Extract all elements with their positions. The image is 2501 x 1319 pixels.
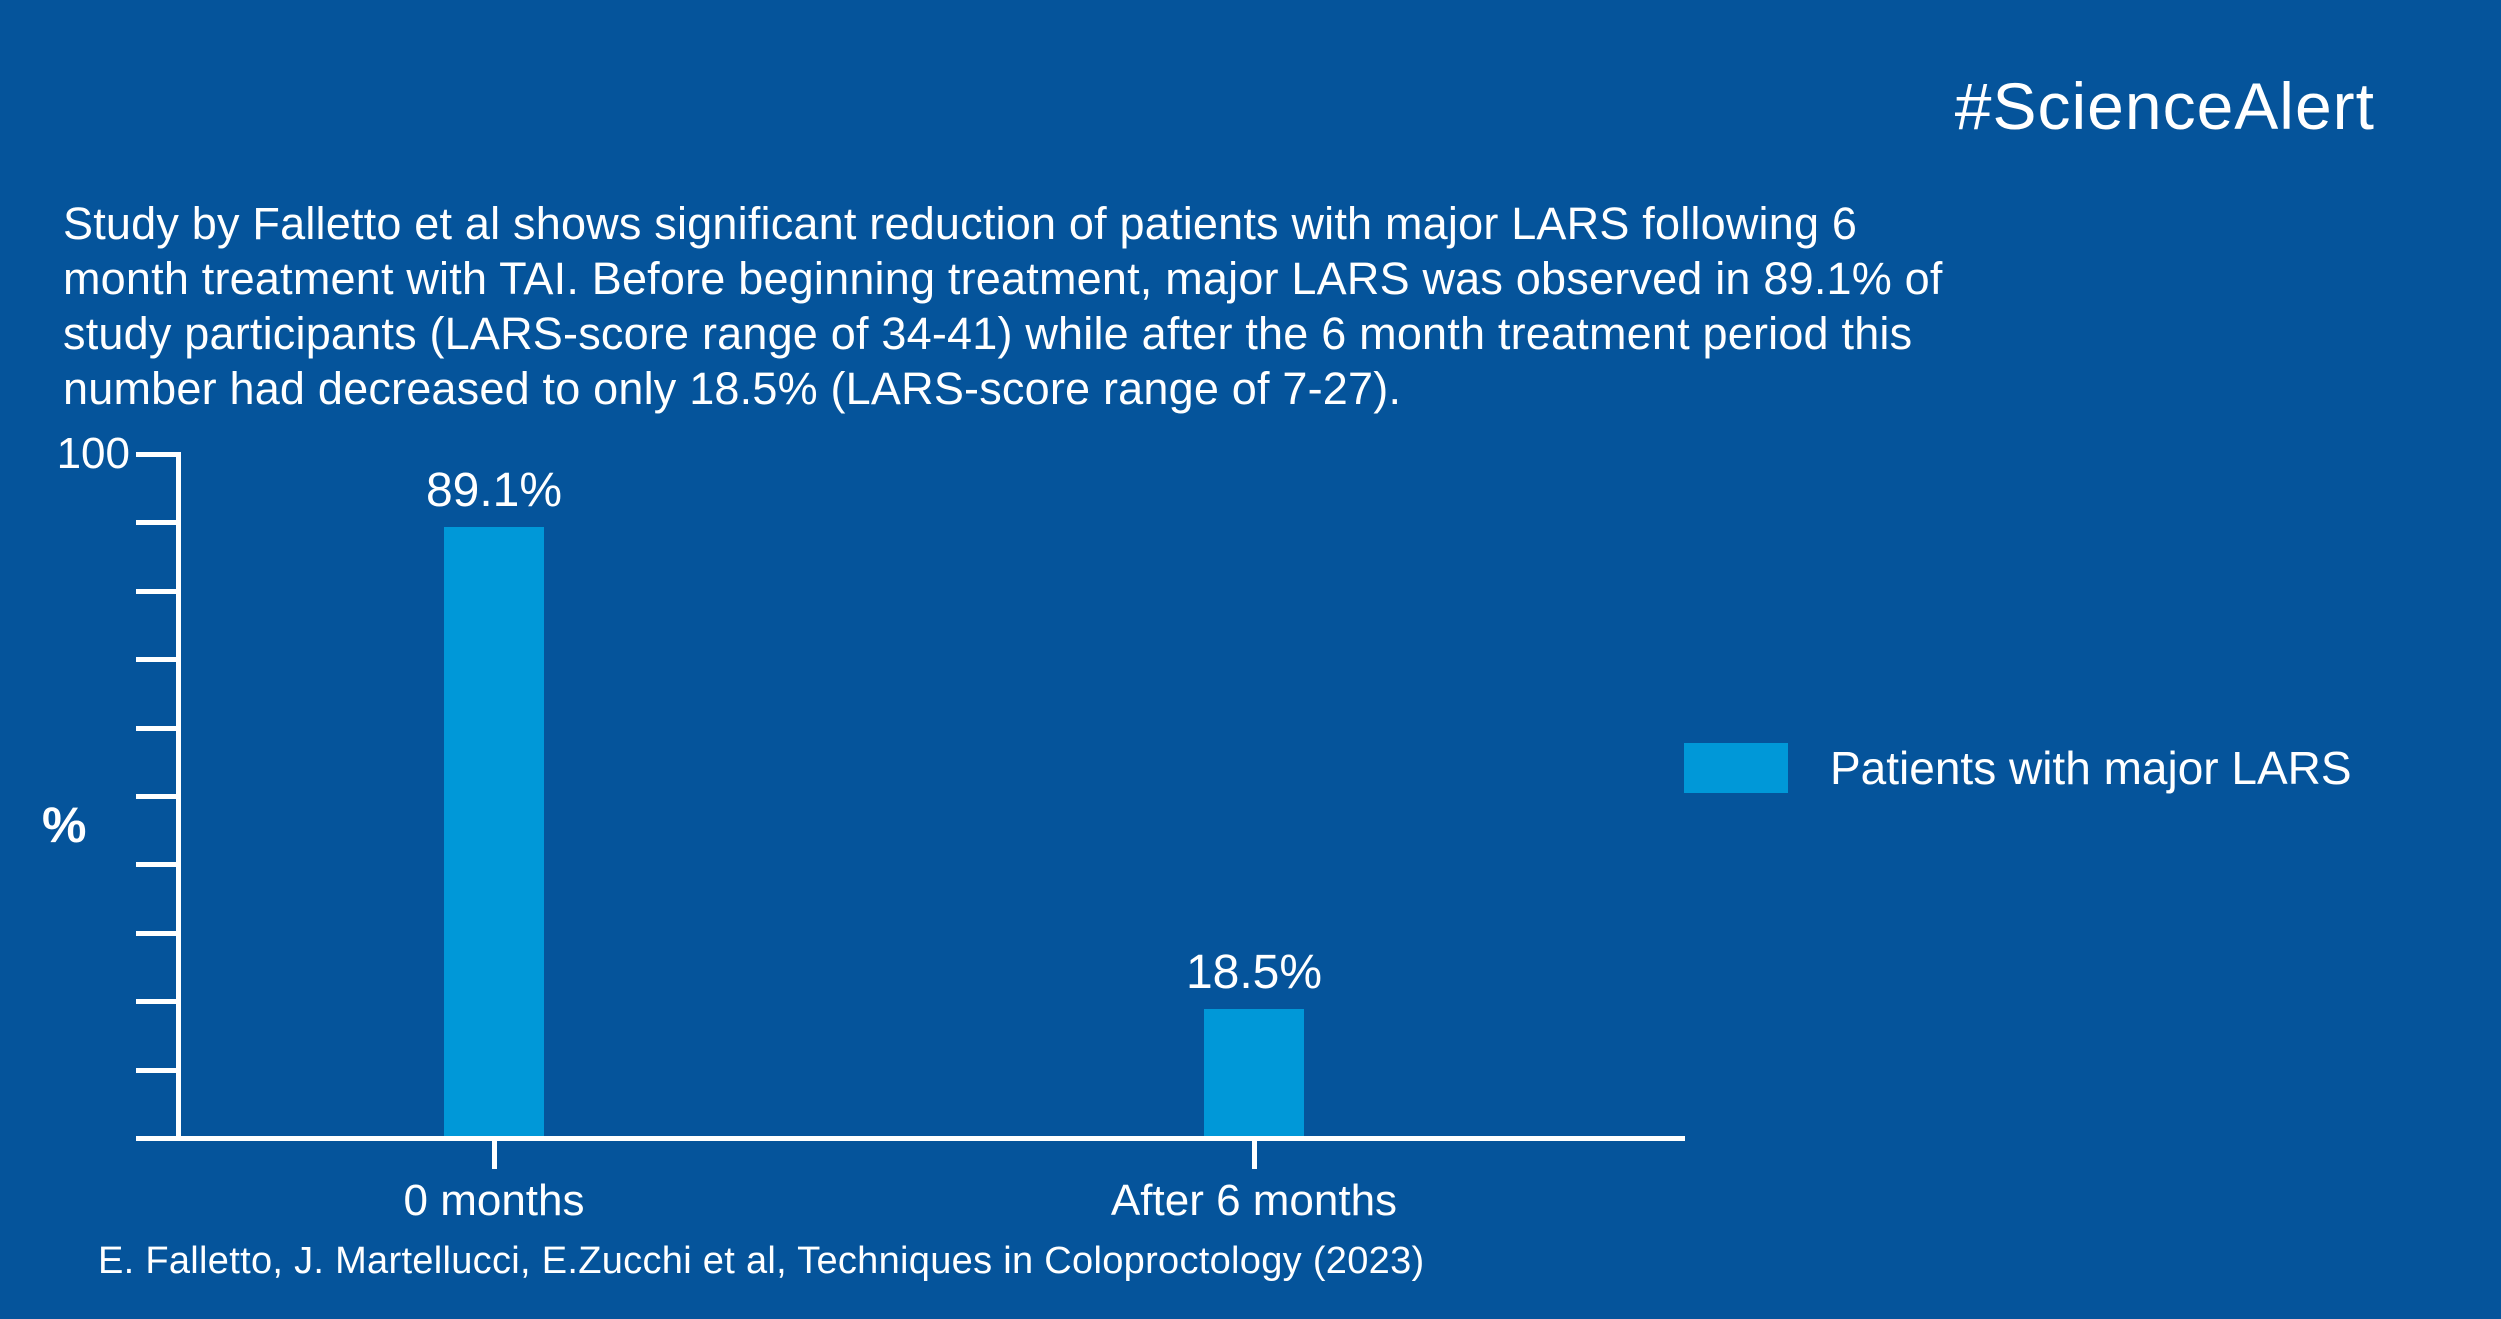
- y-axis-tick: [136, 1067, 176, 1073]
- x-axis-tick: [492, 1141, 497, 1169]
- y-axis-tick: [136, 520, 176, 526]
- y-axis-tick: [136, 794, 176, 799]
- y-axis-tick: [136, 862, 176, 868]
- intro-text: Study by Falletto et al shows significan…: [63, 198, 1943, 414]
- y-axis-tick: [136, 930, 176, 936]
- x-axis-line: [136, 1136, 1685, 1141]
- y-axis-tick: [136, 725, 176, 731]
- legend-swatch: [1684, 743, 1788, 793]
- y-axis-tick: [136, 588, 176, 594]
- y-axis-tick: [136, 452, 176, 457]
- bar-0: [444, 526, 544, 1136]
- chart-legend: Patients with major LARS: [1684, 742, 2352, 794]
- y-axis-tick: [136, 999, 176, 1005]
- x-axis-category-label: After 6 months: [1110, 1176, 1398, 1225]
- y-axis-tick: [136, 657, 176, 663]
- y-axis-top-tick-label: 100: [56, 429, 130, 478]
- legend-label: Patients with major LARS: [1830, 742, 2352, 794]
- x-axis-tick: [1252, 1141, 1257, 1169]
- bar-1: [1204, 1009, 1304, 1136]
- source-citation: E. Falletto, J. Martellucci, E.Zucchi et…: [98, 1240, 1425, 1282]
- bar-value-label: 89.1%: [425, 463, 563, 517]
- x-axis-category-label: 0 months: [403, 1176, 585, 1225]
- page-title: #ScienceAlert: [1954, 69, 2375, 143]
- y-axis-line: [176, 452, 181, 1141]
- bar-value-label: 18.5%: [1185, 946, 1323, 1000]
- y-axis-unit-label: %: [42, 797, 87, 853]
